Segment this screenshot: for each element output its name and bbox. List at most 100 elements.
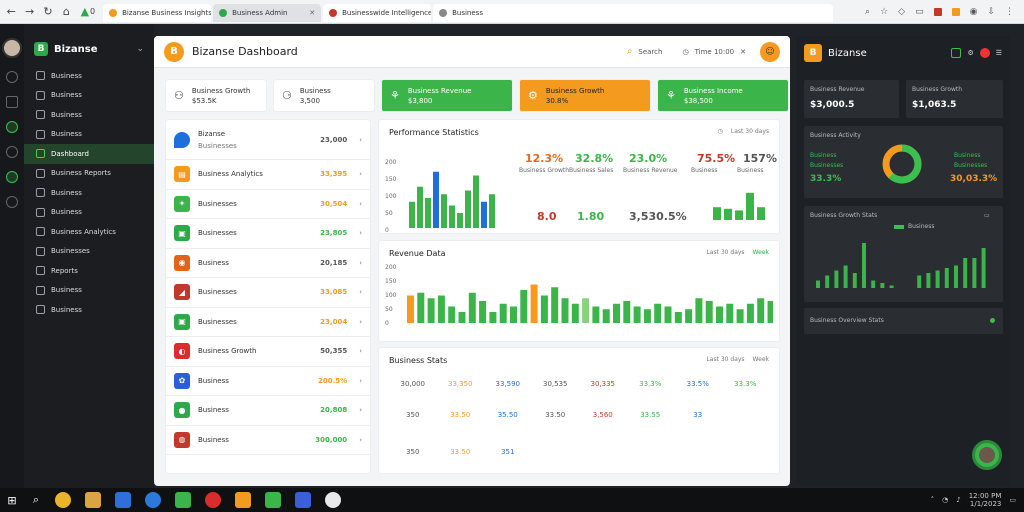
- overview-card[interactable]: Business Overview Stats: [804, 308, 1003, 334]
- menu-icon[interactable]: ☰: [995, 49, 1002, 57]
- avatar[interactable]: [2, 38, 22, 58]
- compass-icon[interactable]: [6, 71, 18, 83]
- spreadsheet-icon[interactable]: [265, 492, 281, 508]
- kpi-card[interactable]: ⚆ Business 3,500: [274, 80, 374, 111]
- revenue-mini-card[interactable]: Business Revenue $3,000.5: [804, 80, 899, 118]
- home-icon[interactable]: ⌂: [62, 5, 70, 18]
- list-item[interactable]: ◉ Business 20,185 ›: [166, 249, 370, 278]
- kpi-card[interactable]: ⚇ Business Growth $53.5K: [166, 80, 266, 111]
- power-icon[interactable]: [6, 171, 18, 183]
- list-item[interactable]: ✿ Business 200.5% ›: [166, 367, 370, 396]
- table-row[interactable]: 350 33.50 351: [389, 448, 769, 456]
- close-icon[interactable]: ✕: [740, 47, 746, 56]
- sidebar-item[interactable]: Business: [24, 203, 154, 223]
- notification-icon[interactable]: [979, 48, 990, 58]
- list-item-value: 33,085: [320, 288, 348, 297]
- extension-icon[interactable]: ◇: [898, 6, 906, 17]
- search-icon[interactable]: ⌕: [865, 6, 871, 17]
- grid-icon[interactable]: [6, 96, 18, 108]
- sidebar-item[interactable]: Reports: [24, 261, 154, 281]
- expand-icon[interactable]: ▭: [984, 212, 990, 219]
- sidebar-item[interactable]: Business Reports: [24, 164, 154, 184]
- forward-icon[interactable]: →: [25, 5, 35, 18]
- store-icon[interactable]: [175, 492, 191, 508]
- sidebar-item[interactable]: Business: [24, 125, 154, 145]
- extension-orange-icon[interactable]: [951, 7, 960, 16]
- sidebar-item[interactable]: Business: [24, 86, 154, 106]
- media-icon[interactable]: [205, 492, 221, 508]
- window-icon[interactable]: ▭: [915, 6, 924, 17]
- status-dot: [990, 318, 995, 323]
- chat-avatar-button[interactable]: [972, 440, 1002, 470]
- tab-1[interactable]: Bizanse Business Insights ✕: [103, 4, 212, 22]
- share-icon[interactable]: [951, 48, 962, 58]
- card-tools[interactable]: Last 30 days Week: [706, 356, 769, 363]
- star-icon[interactable]: ☆: [880, 6, 889, 17]
- card-tools[interactable]: Last 30 days Week: [706, 249, 769, 256]
- app-icon[interactable]: [115, 492, 131, 508]
- kpi-card[interactable]: ⚙ Business Growth 30.8%: [520, 80, 650, 111]
- list-item[interactable]: ✦ Businesses 30,504 ›: [166, 190, 370, 219]
- notification-icon[interactable]: ▭: [1009, 496, 1016, 504]
- back-icon[interactable]: ←: [6, 5, 16, 18]
- sidebar-item[interactable]: Business: [24, 66, 154, 86]
- browser-icon[interactable]: [325, 492, 341, 508]
- download-icon[interactable]: ⇩: [987, 6, 995, 17]
- list-item[interactable]: ◍ Business 300,000 ›: [166, 426, 370, 455]
- app-icon[interactable]: ▲: [80, 5, 90, 18]
- list-item[interactable]: ● Business 20,808 ›: [166, 396, 370, 426]
- user-avatar[interactable]: ☺: [760, 41, 780, 62]
- leaf-icon[interactable]: [6, 121, 18, 133]
- photos-icon[interactable]: [295, 492, 311, 508]
- edge-icon[interactable]: [145, 492, 161, 508]
- sidebar-item[interactable]: Business Analytics: [24, 222, 154, 242]
- period-toggle[interactable]: Week: [752, 356, 769, 363]
- y-tick-label: 100: [385, 193, 397, 200]
- table-row[interactable]: 30,000 33,350 33,590 30,535 30,335 33.3% 33.5%…: [389, 380, 769, 388]
- growth-mini-card[interactable]: Business Growth $1,063.5: [906, 80, 1003, 118]
- clock-icon[interactable]: [6, 146, 18, 158]
- search-field[interactable]: ⌕ Search: [619, 46, 671, 57]
- list-item[interactable]: ▣ Businesses 23,805 ›: [166, 219, 370, 249]
- right-panel: B Bizanse ⚙ ☰ Business Revenue $3,000.5 …: [796, 36, 1010, 486]
- tab-4[interactable]: Business: [433, 4, 834, 22]
- list-item[interactable]: ▤ Business Analytics 33,395 ›: [166, 160, 370, 190]
- kpi-card[interactable]: ⚘ Business Revenue $3,800: [382, 80, 512, 111]
- chart-bar: [465, 190, 471, 228]
- clock[interactable]: 12:00 PM 1/1/2023: [969, 492, 1002, 508]
- tab-2[interactable]: Business Admin ✕: [213, 4, 322, 22]
- list-item[interactable]: ▣ Businesses 23,004 ›: [166, 308, 370, 337]
- period-toggle[interactable]: Week: [752, 249, 769, 256]
- chart-bar: [685, 309, 693, 323]
- extension-red-icon[interactable]: [933, 7, 942, 16]
- card-tools[interactable]: ◷ Last 30 days: [718, 128, 769, 135]
- windows-start-icon[interactable]: ⊞: [7, 493, 17, 507]
- reload-icon[interactable]: ↻: [43, 5, 53, 18]
- sidebar-item[interactable]: Business: [24, 105, 154, 125]
- close-icon[interactable]: ✕: [309, 9, 316, 17]
- chevron-up-icon[interactable]: ˄: [930, 496, 935, 504]
- sidebar-item[interactable]: Business: [24, 300, 154, 320]
- list-item[interactable]: ◐ Business Growth 50,355 ›: [166, 337, 370, 367]
- chevron-down-icon[interactable]: ⌄: [136, 44, 144, 54]
- list-item[interactable]: Bizanse Businesses 23,000 ›: [166, 120, 370, 160]
- brand[interactable]: B Bizanse ⌄: [24, 24, 154, 66]
- account-icon[interactable]: ◉: [969, 6, 978, 17]
- sidebar-item[interactable]: Business: [24, 183, 154, 203]
- network-icon[interactable]: ◔: [942, 496, 949, 504]
- table-row[interactable]: 350 33.50 35.50 33.50 3,560 33.55 33: [389, 411, 769, 419]
- folder-icon[interactable]: [85, 492, 101, 508]
- settings-icon[interactable]: [6, 196, 18, 208]
- sidebar-item[interactable]: Business: [24, 281, 154, 301]
- sidebar-item[interactable]: Dashboard: [24, 144, 154, 164]
- sidebar-item[interactable]: Businesses: [24, 242, 154, 262]
- settings-icon[interactable]: ⚙: [967, 49, 974, 57]
- volume-icon[interactable]: ♪: [956, 496, 961, 504]
- kpi-card[interactable]: ⚘ Business Income $38,500: [658, 80, 788, 111]
- search-icon[interactable]: ⌕: [32, 493, 40, 506]
- list-item[interactable]: ◢ Businesses 33,085 ›: [166, 278, 370, 308]
- menu-icon[interactable]: ⋮: [1005, 6, 1014, 17]
- chrome-icon[interactable]: [55, 492, 71, 508]
- tab-3[interactable]: Businesswide Intelligence ✕: [323, 4, 432, 22]
- office-icon[interactable]: [235, 492, 251, 508]
